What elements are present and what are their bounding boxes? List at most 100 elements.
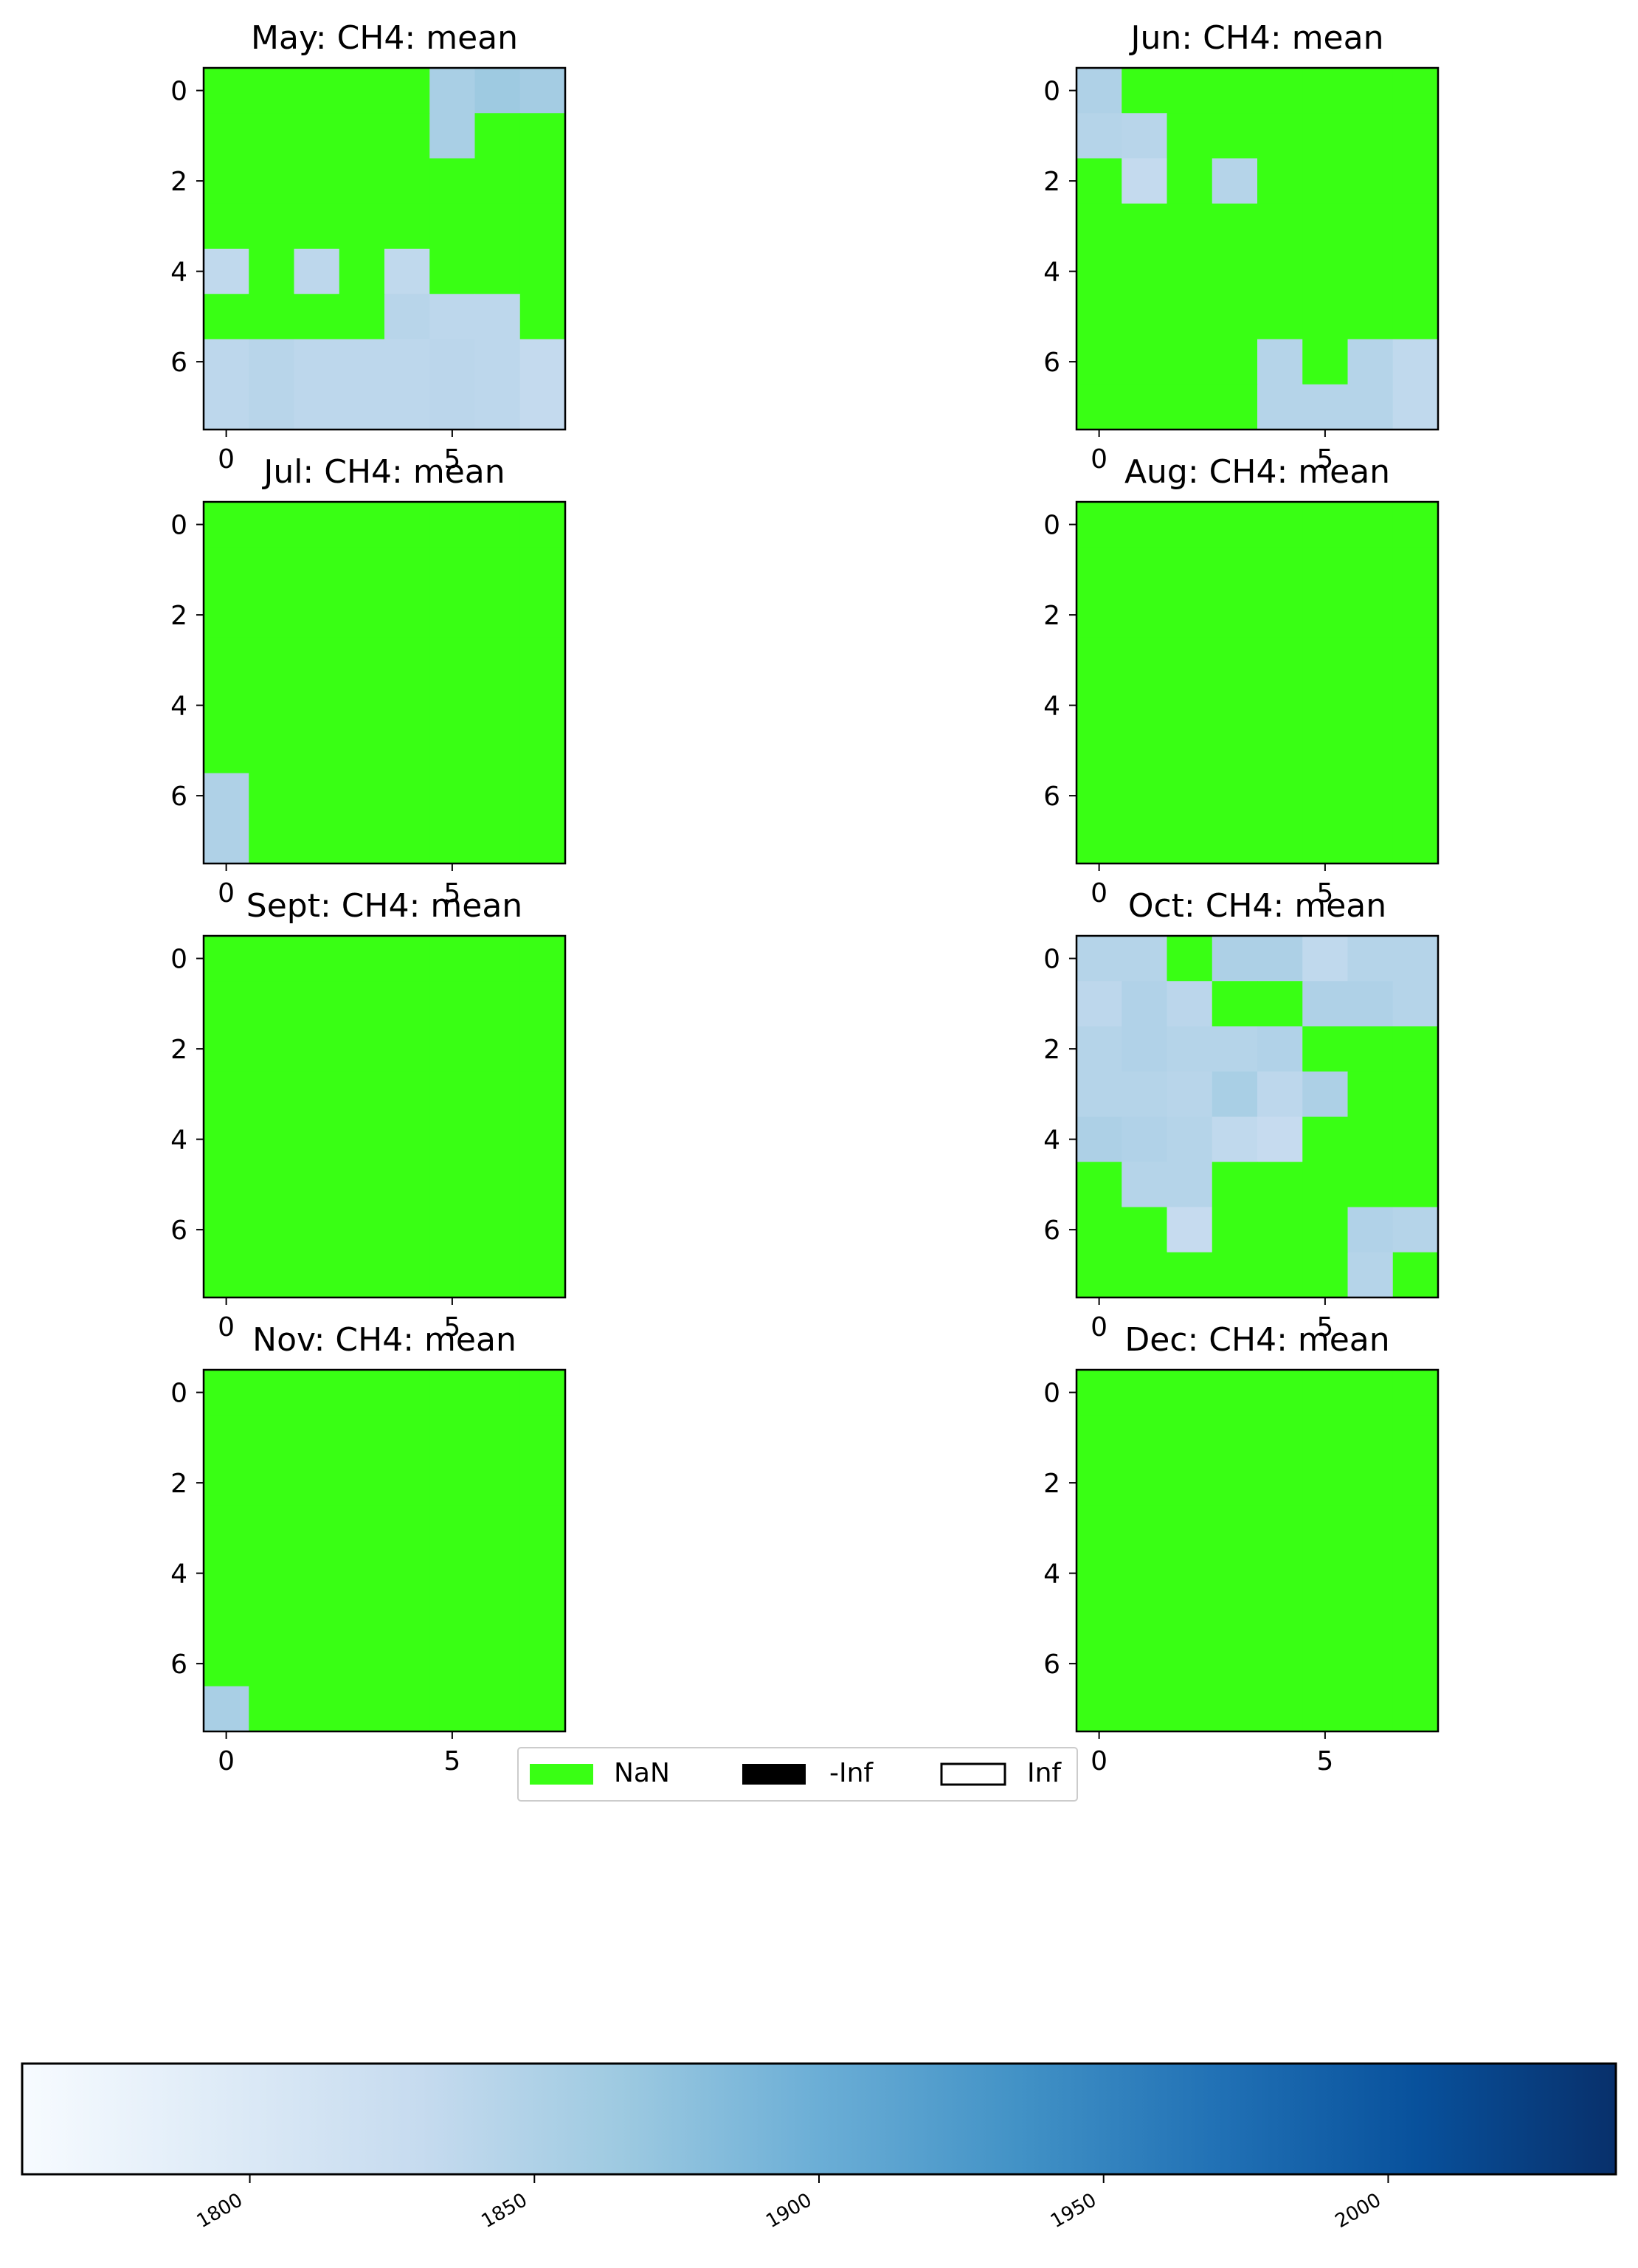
heatmap-cell bbox=[1257, 592, 1303, 638]
heatmap-cell bbox=[384, 1162, 430, 1208]
heatmap-cell bbox=[429, 818, 476, 864]
heatmap-cell bbox=[429, 113, 476, 159]
panel-frame bbox=[1075, 500, 1440, 865]
heatmap-cell bbox=[339, 1162, 385, 1208]
heatmap-cell bbox=[474, 1596, 521, 1642]
heatmap-cell bbox=[1257, 1551, 1303, 1596]
heatmap-cell bbox=[1167, 249, 1213, 294]
heatmap-cell bbox=[1167, 547, 1213, 593]
heatmap-cell bbox=[339, 502, 385, 548]
heatmap-cell bbox=[339, 158, 385, 204]
heatmap-cell bbox=[204, 547, 249, 593]
heatmap-cell bbox=[1257, 1460, 1303, 1506]
heatmap-cell bbox=[249, 339, 295, 385]
heatmap-cell bbox=[1212, 1686, 1258, 1732]
heatmap-cell bbox=[519, 818, 566, 864]
heatmap-cell bbox=[1302, 339, 1349, 385]
heatmap-cell bbox=[339, 1207, 385, 1253]
heatmap-cell bbox=[1347, 1641, 1394, 1687]
y-tick-label: 4 bbox=[170, 1126, 187, 1156]
heatmap-cell bbox=[1077, 294, 1122, 340]
heatmap-cell bbox=[384, 818, 430, 864]
heatmap-cell bbox=[1212, 728, 1258, 774]
heatmap-cell bbox=[519, 728, 566, 774]
heatmap-cell bbox=[474, 637, 521, 683]
legend-swatch-nan bbox=[530, 1764, 593, 1785]
heatmap-cell bbox=[204, 1505, 249, 1551]
heatmap-cell bbox=[519, 1686, 566, 1732]
heatmap-cell bbox=[429, 773, 476, 819]
heatmap-cell bbox=[384, 1026, 430, 1072]
heatmap-cell bbox=[204, 1162, 249, 1208]
heatmap-cell bbox=[429, 294, 476, 340]
heatmap-cell bbox=[1167, 1370, 1213, 1416]
heatmap-cell bbox=[429, 1026, 476, 1072]
heatmap-cell bbox=[384, 203, 430, 249]
heatmap-cell bbox=[1347, 384, 1394, 430]
heatmap-cell bbox=[204, 68, 249, 114]
panel-title: Oct: CH4: mean bbox=[1128, 887, 1386, 925]
heatmap-cell bbox=[429, 981, 476, 1027]
y-tick-label: 0 bbox=[170, 511, 187, 541]
heatmap-cell bbox=[1347, 1162, 1394, 1208]
heatmap-cell bbox=[204, 1641, 249, 1687]
heatmap-cell bbox=[519, 384, 566, 430]
heatmap-cell bbox=[249, 113, 295, 159]
heatmap-cell bbox=[339, 773, 385, 819]
y-tick-label: 0 bbox=[1043, 511, 1060, 541]
heatmap-cell bbox=[384, 592, 430, 638]
heatmap-cell bbox=[339, 981, 385, 1027]
heatmap-cell bbox=[294, 1460, 340, 1506]
heatmap-cell bbox=[339, 637, 385, 683]
y-tick-label: 4 bbox=[170, 1559, 187, 1590]
heatmap-cell bbox=[474, 1415, 521, 1461]
heatmap-cell bbox=[1392, 1551, 1439, 1596]
heatmap-cell bbox=[294, 981, 340, 1027]
panel-frame bbox=[1075, 934, 1440, 1299]
heatmap-cell bbox=[294, 502, 340, 548]
heatmap-cell bbox=[339, 1596, 385, 1642]
x-tick-label: 0 bbox=[218, 878, 235, 909]
heatmap-cell bbox=[1167, 1252, 1213, 1298]
heatmap-cell bbox=[384, 637, 430, 683]
heatmap-cell bbox=[1347, 113, 1394, 159]
heatmap-cell bbox=[294, 1117, 340, 1162]
heatmap-cell bbox=[1077, 981, 1122, 1027]
heatmap-cell bbox=[1122, 1460, 1168, 1506]
heatmap-cell bbox=[1257, 1117, 1303, 1162]
heatmap-cell bbox=[249, 1596, 295, 1642]
heatmap-cell bbox=[384, 1117, 430, 1162]
heatmap-cell bbox=[1302, 637, 1349, 683]
heatmap-cell bbox=[1347, 818, 1394, 864]
heatmap-cell bbox=[294, 728, 340, 774]
heatmap-cell bbox=[249, 773, 295, 819]
heatmap-cell bbox=[1077, 773, 1122, 819]
heatmap-cell bbox=[1392, 158, 1439, 204]
heatmap-cell bbox=[1257, 384, 1303, 430]
heatmap-cell bbox=[294, 637, 340, 683]
heatmap-cell bbox=[294, 1071, 340, 1117]
heatmap-panels: May: CH4: mean 0 2 4 6 0 5 Jun: CH4: mean 0 2 4 6 0 5… bbox=[170, 19, 1440, 1776]
heatmap-cell bbox=[204, 384, 249, 430]
heatmap-cell bbox=[384, 1641, 430, 1687]
heatmap-cell bbox=[1212, 339, 1258, 385]
heatmap-cell bbox=[1122, 728, 1168, 774]
heatmap-cell bbox=[1257, 981, 1303, 1027]
heatmap-cell bbox=[294, 113, 340, 159]
heatmap-cell bbox=[1257, 1207, 1303, 1253]
heatmap-cell bbox=[384, 339, 430, 385]
heatmap-cell bbox=[339, 1252, 385, 1298]
heatmap-cell bbox=[339, 728, 385, 774]
y-tick-label: 0 bbox=[170, 945, 187, 975]
heatmap-cell bbox=[1212, 1460, 1258, 1506]
heatmap-cell bbox=[474, 1686, 521, 1732]
heatmap-cell bbox=[474, 981, 521, 1027]
x-tick-label: 5 bbox=[443, 1312, 460, 1342]
heatmap-cell bbox=[429, 1415, 476, 1461]
heatmap-cell bbox=[1392, 1026, 1439, 1072]
heatmap-cell bbox=[474, 1026, 521, 1072]
heatmap-cell bbox=[1167, 68, 1213, 114]
heatmap-cell bbox=[1167, 203, 1213, 249]
panel-title: Dec: CH4: mean bbox=[1124, 1321, 1389, 1359]
heatmap-cell bbox=[1347, 1370, 1394, 1416]
